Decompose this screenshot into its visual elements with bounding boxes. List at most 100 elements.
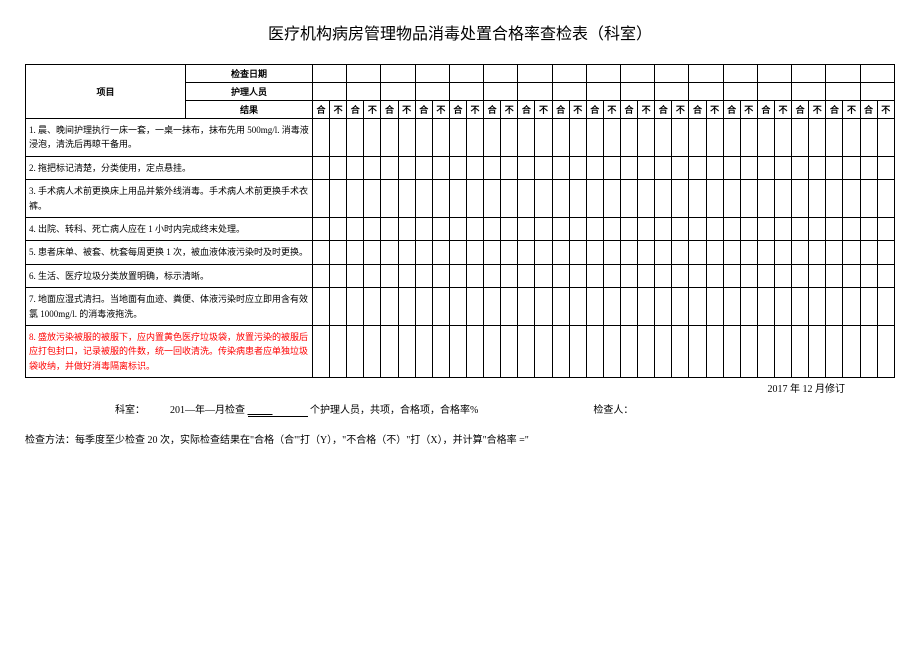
check-cell[interactable] xyxy=(586,241,603,264)
check-cell[interactable] xyxy=(313,180,330,218)
check-cell[interactable] xyxy=(655,288,672,326)
check-cell[interactable] xyxy=(535,217,552,240)
check-cell[interactable] xyxy=(484,325,501,377)
check-cell[interactable] xyxy=(552,217,569,240)
check-cell[interactable] xyxy=(706,325,723,377)
check-cell[interactable] xyxy=(689,325,706,377)
check-cell[interactable] xyxy=(552,241,569,264)
check-cell[interactable] xyxy=(466,180,483,218)
check-cell[interactable] xyxy=(655,264,672,287)
check-cell[interactable] xyxy=(843,156,860,179)
nurse-cell[interactable] xyxy=(689,83,723,101)
check-cell[interactable] xyxy=(723,180,740,218)
check-cell[interactable] xyxy=(809,288,826,326)
check-cell[interactable] xyxy=(826,325,843,377)
check-cell[interactable] xyxy=(347,156,364,179)
check-cell[interactable] xyxy=(603,180,620,218)
check-cell[interactable] xyxy=(552,180,569,218)
check-cell[interactable] xyxy=(655,217,672,240)
check-cell[interactable] xyxy=(381,119,398,157)
check-cell[interactable] xyxy=(586,264,603,287)
date-cell[interactable] xyxy=(860,65,895,83)
check-cell[interactable] xyxy=(792,180,809,218)
check-cell[interactable] xyxy=(415,156,432,179)
check-cell[interactable] xyxy=(330,264,347,287)
check-cell[interactable] xyxy=(757,325,774,377)
nurse-cell[interactable] xyxy=(826,83,860,101)
check-cell[interactable] xyxy=(398,119,415,157)
check-cell[interactable] xyxy=(809,241,826,264)
check-cell[interactable] xyxy=(877,156,894,179)
check-cell[interactable] xyxy=(723,264,740,287)
check-cell[interactable] xyxy=(569,217,586,240)
check-cell[interactable] xyxy=(449,156,466,179)
check-cell[interactable] xyxy=(826,180,843,218)
check-cell[interactable] xyxy=(347,119,364,157)
check-cell[interactable] xyxy=(774,325,791,377)
check-cell[interactable] xyxy=(689,217,706,240)
check-cell[interactable] xyxy=(620,241,637,264)
check-cell[interactable] xyxy=(381,325,398,377)
nurse-cell[interactable] xyxy=(723,83,757,101)
check-cell[interactable] xyxy=(449,217,466,240)
check-cell[interactable] xyxy=(398,288,415,326)
check-cell[interactable] xyxy=(466,264,483,287)
check-cell[interactable] xyxy=(569,156,586,179)
check-cell[interactable] xyxy=(620,325,637,377)
check-cell[interactable] xyxy=(535,241,552,264)
check-cell[interactable] xyxy=(364,217,381,240)
check-cell[interactable] xyxy=(809,217,826,240)
check-cell[interactable] xyxy=(757,180,774,218)
check-cell[interactable] xyxy=(843,119,860,157)
check-cell[interactable] xyxy=(843,241,860,264)
check-cell[interactable] xyxy=(843,288,860,326)
check-cell[interactable] xyxy=(740,288,757,326)
check-cell[interactable] xyxy=(347,241,364,264)
check-cell[interactable] xyxy=(569,241,586,264)
check-cell[interactable] xyxy=(330,180,347,218)
check-cell[interactable] xyxy=(364,156,381,179)
check-cell[interactable] xyxy=(466,241,483,264)
check-cell[interactable] xyxy=(398,180,415,218)
check-cell[interactable] xyxy=(364,180,381,218)
nurse-cell[interactable] xyxy=(313,83,347,101)
check-cell[interactable] xyxy=(723,325,740,377)
nurse-cell[interactable] xyxy=(381,83,415,101)
nurse-cell[interactable] xyxy=(484,83,518,101)
date-cell[interactable] xyxy=(347,65,381,83)
check-cell[interactable] xyxy=(672,156,689,179)
nurse-cell[interactable] xyxy=(518,83,552,101)
check-cell[interactable] xyxy=(586,156,603,179)
check-cell[interactable] xyxy=(347,288,364,326)
check-cell[interactable] xyxy=(689,156,706,179)
check-cell[interactable] xyxy=(484,264,501,287)
check-cell[interactable] xyxy=(330,325,347,377)
check-cell[interactable] xyxy=(586,288,603,326)
check-cell[interactable] xyxy=(689,180,706,218)
check-cell[interactable] xyxy=(518,217,535,240)
check-cell[interactable] xyxy=(809,156,826,179)
check-cell[interactable] xyxy=(638,264,655,287)
check-cell[interactable] xyxy=(672,288,689,326)
check-cell[interactable] xyxy=(740,217,757,240)
check-cell[interactable] xyxy=(364,288,381,326)
check-cell[interactable] xyxy=(313,241,330,264)
check-cell[interactable] xyxy=(586,325,603,377)
check-cell[interactable] xyxy=(706,264,723,287)
check-cell[interactable] xyxy=(689,119,706,157)
check-cell[interactable] xyxy=(552,119,569,157)
check-cell[interactable] xyxy=(347,264,364,287)
check-cell[interactable] xyxy=(792,325,809,377)
check-cell[interactable] xyxy=(740,180,757,218)
check-cell[interactable] xyxy=(706,156,723,179)
check-cell[interactable] xyxy=(466,288,483,326)
check-cell[interactable] xyxy=(757,264,774,287)
check-cell[interactable] xyxy=(518,119,535,157)
check-cell[interactable] xyxy=(535,156,552,179)
check-cell[interactable] xyxy=(740,156,757,179)
check-cell[interactable] xyxy=(484,241,501,264)
check-cell[interactable] xyxy=(774,288,791,326)
date-cell[interactable] xyxy=(313,65,347,83)
nurse-cell[interactable] xyxy=(655,83,689,101)
check-cell[interactable] xyxy=(535,180,552,218)
